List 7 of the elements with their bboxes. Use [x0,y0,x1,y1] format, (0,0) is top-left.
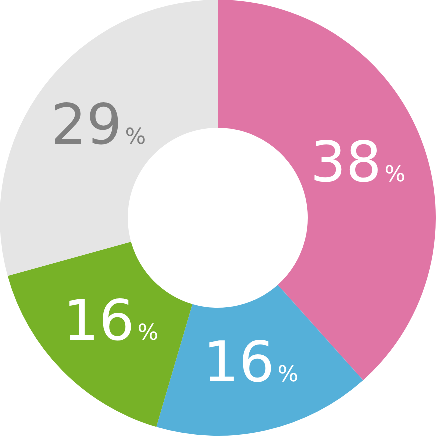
donut-slice [156,285,364,436]
donut-slice [8,242,193,428]
donut-slice [0,0,218,276]
data-label: 16% [64,289,159,354]
data-label: 38% [310,130,406,196]
data-label: 16% [203,330,299,396]
data-label: 29% [51,93,146,158]
